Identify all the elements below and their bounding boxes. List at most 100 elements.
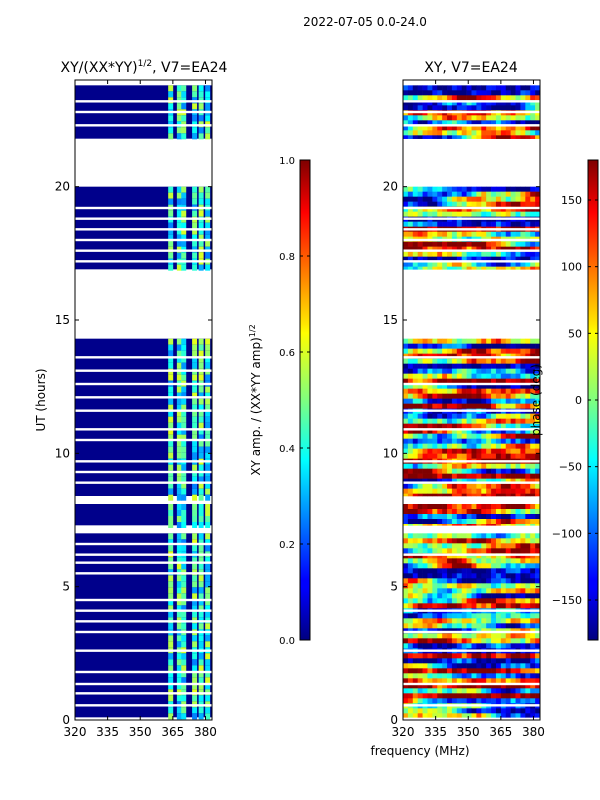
phase-phase-cell (500, 578, 507, 584)
phase-phase-cell (481, 623, 487, 629)
phase-phase-cell (442, 343, 448, 349)
phase-phase-cell (447, 583, 453, 589)
phase-phase-cell (432, 578, 438, 584)
phase-phase-cell (432, 713, 438, 718)
phase-phase-cell (525, 393, 531, 399)
phase-phase-cell (417, 105, 423, 111)
phase-phase-cell (466, 241, 472, 247)
amplitude-channel-cell (198, 659, 204, 666)
phase-phase-cell (510, 211, 516, 217)
phase-plot-frame (402, 79, 541, 721)
phase-phase-cell (530, 186, 536, 192)
phase-phase-cell (481, 613, 487, 619)
amplitude-channel-cell (198, 677, 204, 684)
phase-phase-cell (447, 251, 453, 257)
phase-phase-cell (510, 553, 516, 559)
phase-phase-cell (525, 413, 531, 419)
phase-phase-cell (476, 524, 482, 526)
phase-phase-cell (451, 638, 458, 644)
phase-phase-cell (432, 588, 438, 594)
phase-phase-cell (510, 438, 516, 444)
phase-phase-cell (403, 668, 409, 674)
phase-phase-cell (461, 563, 467, 569)
phase-phase-cell (500, 524, 507, 526)
phase-phase-cell (451, 418, 458, 424)
amplitude-channel-cell (176, 416, 182, 423)
phase-phase-cell (491, 708, 497, 714)
amplitude-channel-cell (181, 522, 187, 528)
phase-phase-cell (442, 688, 448, 694)
phase-phase-cell (456, 598, 463, 604)
phase-phase-cell (456, 130, 463, 136)
phase-phase-cell (510, 348, 516, 354)
phase-phase-cell (471, 125, 477, 131)
phase-phase-cell (432, 478, 438, 484)
amplitude-channel-cell (181, 133, 187, 140)
phase-phase-cell (530, 683, 536, 689)
phase-phase-cell (525, 95, 531, 101)
phase-phase-cell (466, 593, 472, 599)
phase-gap-line (403, 238, 540, 242)
phase-phase-cell (486, 201, 492, 207)
amplitude-channel-cell (192, 410, 198, 417)
phase-phase-cell (422, 191, 428, 197)
phase-phase-cell (422, 100, 428, 106)
amplitude-channel-cell (192, 641, 198, 648)
phase-phase-cell (422, 548, 428, 554)
phase-phase-cell (427, 524, 433, 526)
amplitude-channel-cell (198, 575, 204, 582)
phase-phase-cell (471, 643, 477, 649)
phase-phase-cell (500, 509, 507, 515)
phase-phase-cell (486, 618, 492, 624)
phase-phase-cell (437, 578, 443, 584)
phase-phase-cell (417, 509, 423, 515)
phase-phase-cell (491, 553, 497, 559)
phase-phase-cell (491, 563, 497, 569)
phase-phase-cell (500, 473, 507, 479)
phase-phase-cell (437, 196, 443, 202)
phase-phase-cell (456, 463, 463, 469)
phase-phase-cell (481, 85, 487, 91)
phase-phase-cell (476, 196, 482, 202)
phase-phase-cell (500, 191, 507, 197)
phase-phase-cell (412, 678, 418, 684)
phase-phase-cell (520, 658, 526, 664)
amplitude-channel-cell (192, 434, 198, 441)
phase-phase-cell (471, 463, 477, 469)
phase-phase-cell (417, 191, 423, 197)
phase-phase-cell (442, 95, 448, 101)
phase-x-tick-label: 335 (424, 725, 447, 739)
phase-phase-cell (491, 468, 497, 474)
amplitude-channel-cell (168, 133, 174, 140)
phase-phase-cell (530, 603, 536, 609)
phase-phase-cell (525, 358, 531, 364)
amplitude-channel-cell (176, 482, 182, 489)
amplitude-channel-cell (181, 653, 187, 660)
phase-phase-cell (466, 693, 472, 699)
amplitude-channel-cell (168, 539, 174, 546)
phase-phase-cell (476, 673, 482, 679)
phase-phase-cell (442, 428, 448, 434)
amplitude-channel-cell (192, 707, 198, 714)
phase-phase-cell (422, 221, 428, 227)
phase-phase-cell (417, 393, 423, 399)
phase-phase-cell (442, 693, 448, 699)
phase-phase-cell (456, 378, 463, 384)
phase-phase-cell (486, 115, 492, 121)
amplitude-channel-cell (192, 440, 198, 447)
phase-phase-cell (530, 403, 536, 409)
phase-phase-cell (427, 433, 433, 439)
phase-phase-cell (412, 388, 418, 394)
phase-phase-cell (417, 443, 423, 449)
phase-phase-cell (471, 221, 477, 227)
phase-phase-cell (417, 543, 423, 549)
phase-phase-cell (520, 241, 526, 247)
phase-phase-cell (422, 358, 428, 364)
phase-phase-cell (412, 658, 418, 664)
phase-phase-cell (407, 105, 414, 111)
amplitude-channel-cell (181, 581, 187, 588)
phase-phase-cell (500, 443, 507, 449)
phase-phase-cell (481, 120, 487, 126)
amplitude-gap-line (75, 682, 212, 686)
